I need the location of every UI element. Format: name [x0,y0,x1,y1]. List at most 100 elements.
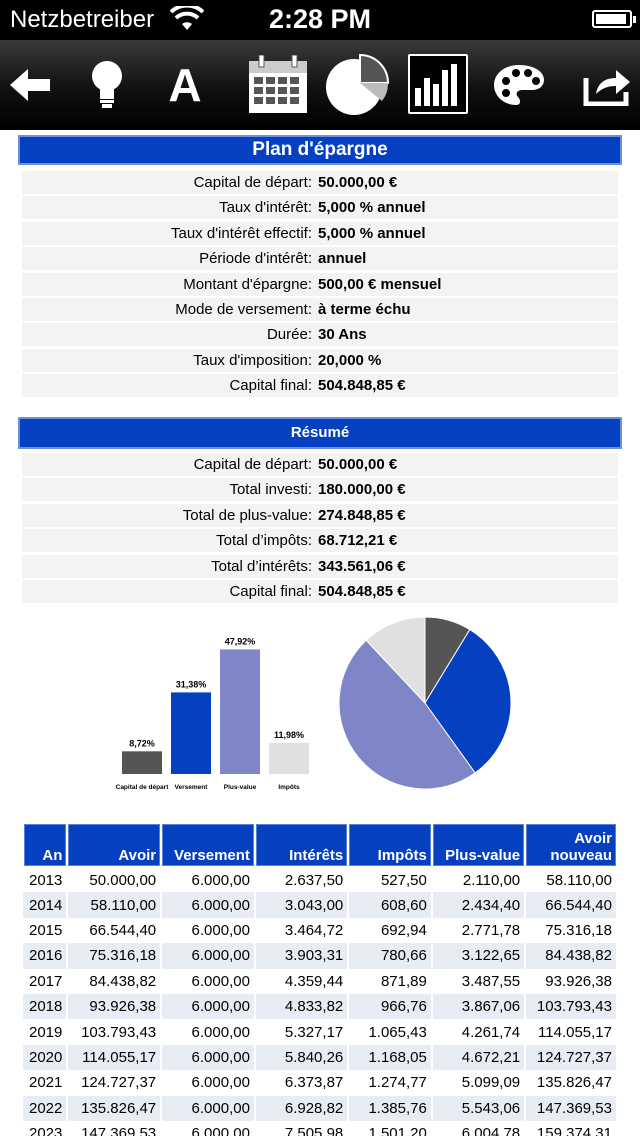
column-header: Avoir [66,822,163,868]
wifi-icon [169,3,205,37]
pie-slice-2 [338,639,476,790]
bar-category-label: Impôts [278,784,300,791]
plan-row-label: Montant d'épargne: [183,275,312,293]
plan-row-label: Capital final: [229,377,312,395]
resume-row: Capital final: 504.848,85 € [22,579,618,603]
column-header-line: nouveau [550,847,612,864]
plan-row: Période d'intérêt: annuel [22,247,618,271]
table-cell: 780,66 [348,943,433,969]
bar-value-label: 11,98% [274,730,304,740]
plan-row-label: Capital de départ: [193,174,312,191]
table-cell: 1.501,20 [348,1120,433,1136]
carrier-name: Netzbetreiber [10,6,155,33]
column-header-line: Impôts [377,847,427,864]
yearly-table: An Avoir Versement Intérêts Impôts Plus-value… [21,822,618,1136]
table-cell: 2016 [23,943,69,969]
plan-row-value: 30 Ans [318,326,367,344]
table-cell: 6.000,00 [161,943,256,969]
table-header-row: An Avoir Versement Intérêts Impôts Plus-value… [21,822,618,868]
column-header: Plus-value [430,822,527,868]
column-header-line: Versement [174,847,250,864]
table-row: 2018 93.926,38 6.000,00 4.833,82 966,76 3.867… [23,993,618,1020]
pie-chart [338,616,512,790]
table-cell: 1.065,43 [348,1019,433,1045]
column-header: Intérêts [253,822,350,868]
bar-chart-icon[interactable] [408,54,468,114]
table-cell: 2023 [23,1120,69,1136]
bar-chart: 8,72% Capital de départ 31,38% Versement 47,… [116,636,309,791]
plan-row: Durée: 30 Ans [22,323,618,347]
table-cell: 4.672,21 [431,1044,527,1071]
table-cell: 147.369,53 [525,1095,618,1121]
font-icon[interactable]: A [150,50,220,120]
column-header: Avoir nouveau [524,822,618,868]
resume-title: Résumé [18,417,622,449]
table-cell: 58.110,00 [525,867,618,893]
plan-row-label: Taux d'intérêt effectif: [171,224,312,242]
table-cell: 3.867,06 [431,993,527,1020]
table-cell: 6.000,00 [161,1044,256,1071]
table-cell: 6.373,87 [254,1070,350,1096]
table-cell: 527,50 [348,867,433,893]
table-body: 2013 50.000,00 6.000,00 2.637,50 527,50 2.110… [23,867,618,1136]
table-row: 2013 50.000,00 6.000,00 2.637,50 527,50 2.110… [23,867,618,893]
plan-row-value: 5,000 % annuel [318,199,426,217]
bar-1 [171,692,211,774]
table-cell: 66.544,40 [67,917,163,944]
table-cell: 159.374,31 [525,1120,618,1136]
table-cell: 2018 [23,993,69,1020]
table-cell: 75.316,18 [67,943,163,969]
table-cell: 6.000,00 [161,1095,256,1121]
share-icon[interactable] [572,50,640,120]
resume-row-value: 343.561,06 € [318,557,406,575]
pie-chart-icon[interactable] [322,50,392,120]
plan-row-label: Taux d'intérêt: [219,199,312,217]
bar-category-label: Plus-value [224,784,257,791]
lightbulb-icon[interactable] [72,50,142,120]
column-header-line: An [42,847,63,864]
status-bar: Netzbetreiber 2:28 PM [0,0,640,40]
table-cell: 2013 [23,867,69,893]
resume-row: Total d’impôts: 68.712,21 € [22,529,618,553]
table-cell: 84.438,82 [525,943,618,969]
palette-icon[interactable] [484,50,554,120]
table-cell: 2019 [23,1019,69,1045]
table-cell: 6.000,00 [161,917,256,944]
resume-row: Capital de départ: 50.000,00 € [22,453,618,476]
table-cell: 147.369,53 [67,1120,163,1136]
table-cell: 6.928,82 [254,1095,350,1121]
battery-icon [592,10,636,28]
resume-row-value: 68.712,21 € [318,532,398,550]
pie-slice-1 [424,628,512,774]
table-cell: 2021 [23,1070,69,1096]
table-cell: 5.543,06 [431,1095,527,1121]
column-header: Impôts [347,822,433,868]
table-row: 2019 103.793,43 6.000,00 5.327,17 1.065,43 4.… [23,1019,618,1045]
back-arrow-icon[interactable] [0,50,65,120]
table-cell: 692,94 [348,917,433,944]
plan-row: Capital final: 504.848,85 € [22,374,618,398]
table-cell: 5.840,26 [254,1044,350,1071]
plan-row-label: Taux d'imposition: [193,351,312,369]
resume-row-label: Capital final: [229,582,312,600]
table-cell: 114.055,17 [67,1044,163,1071]
plan-row: Taux d'intérêt effectif: 5,000 % annuel [22,221,618,245]
table-cell: 75.316,18 [525,917,618,944]
table-cell: 1.385,76 [348,1095,433,1121]
table-cell: 2.110,00 [431,867,527,893]
resume-details: Capital de départ: 50.000,00 € Total inves… [22,453,618,605]
table-cell: 114.055,17 [525,1019,618,1045]
table-cell: 2020 [23,1044,69,1071]
plan-title: Plan d'épargne [18,135,622,165]
table-cell: 6.000,00 [161,1019,256,1045]
table-cell: 6.000,00 [161,867,256,893]
table-row: 2020 114.055,17 6.000,00 5.840,26 1.168,05 4.… [23,1044,618,1071]
calendar-icon[interactable] [243,50,313,120]
column-header-line: Plus-value [445,847,521,864]
bar-0 [122,751,162,774]
pie-slice-3 [365,616,426,705]
table-cell: 3.043,00 [254,892,350,918]
table-cell: 6.000,00 [161,1070,256,1096]
resume-row-label: Capital de départ: [193,456,312,473]
table-cell: 58.110,00 [67,892,163,918]
